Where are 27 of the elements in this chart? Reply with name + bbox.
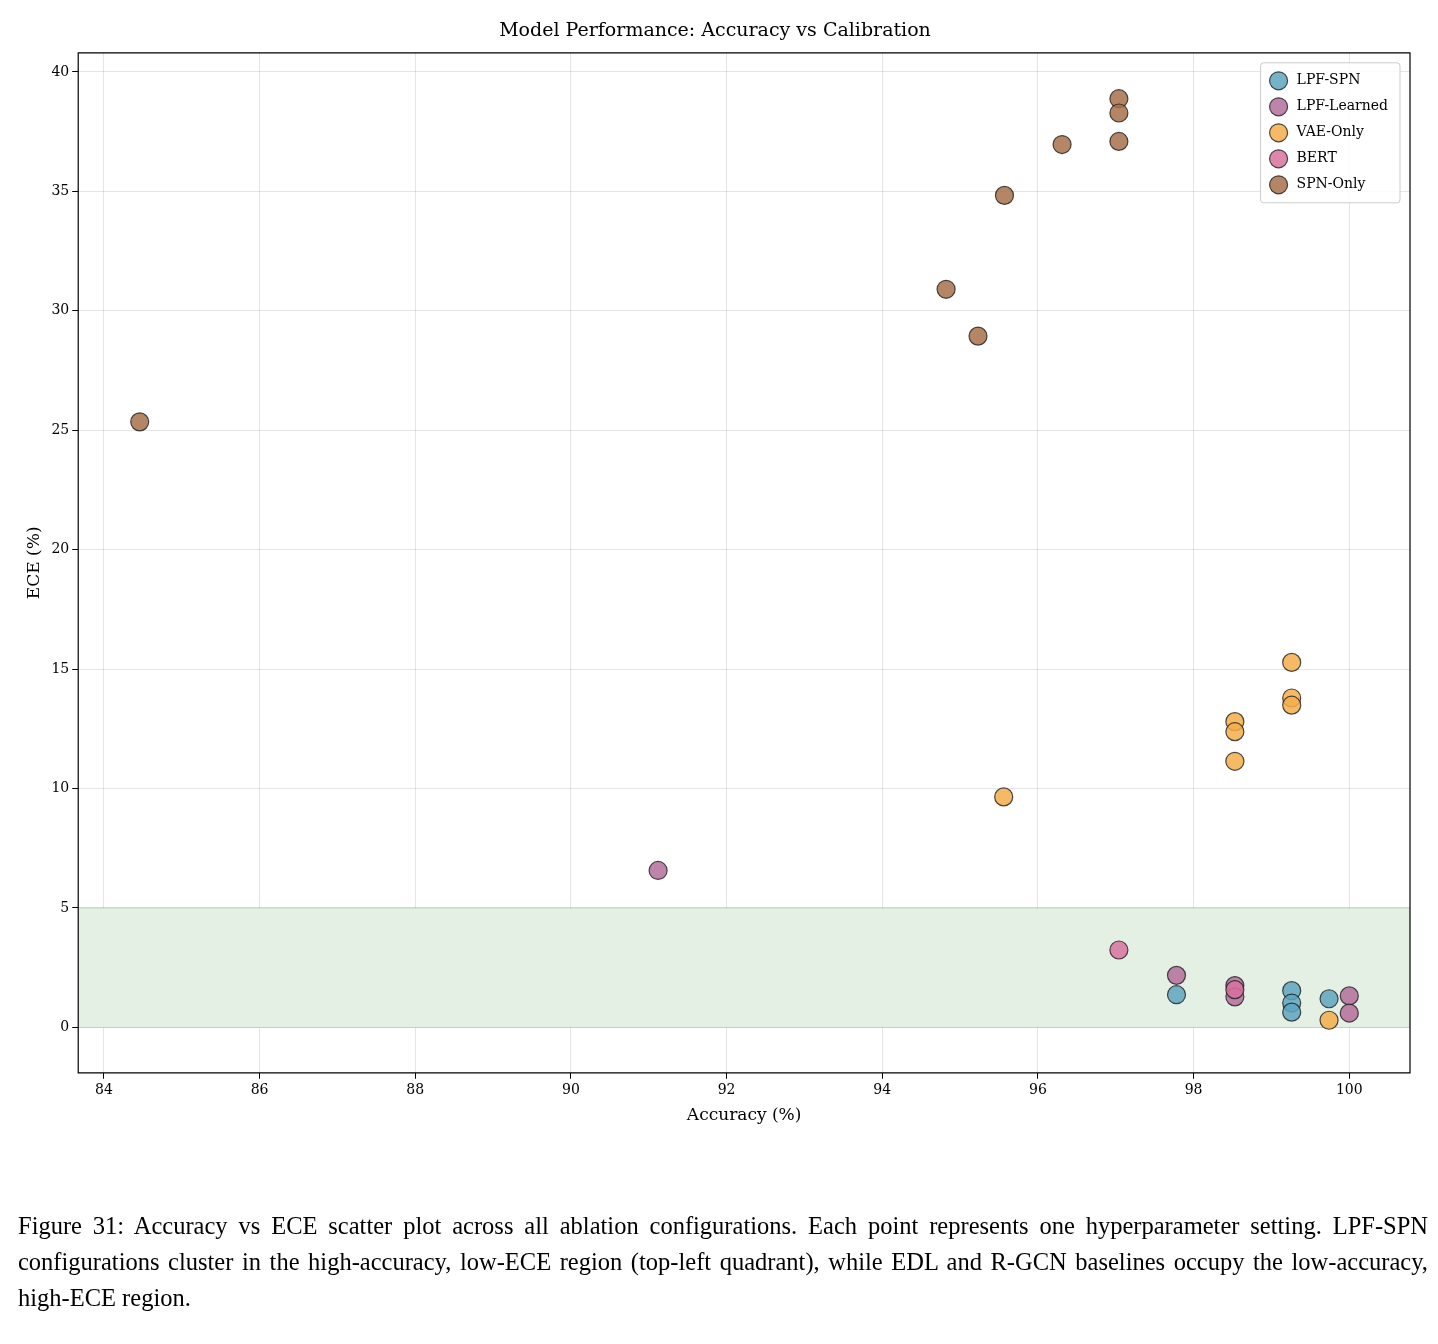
y-tick-label: 30 (51, 301, 70, 318)
y-tick-label: 35 (51, 181, 70, 198)
x-tick-label: 96 (1029, 1080, 1047, 1097)
x-tick-label: 84 (94, 1080, 113, 1097)
chart-title: Model Performance: Accuracy vs Calibration (499, 18, 931, 41)
y-axis-title: ECE (%) (22, 526, 43, 600)
x-tick-label: 92 (717, 1080, 736, 1097)
x-tick-label: 98 (1184, 1080, 1203, 1097)
y-tick-label: 20 (51, 540, 70, 557)
y-tick-label: 0 (60, 1018, 70, 1035)
legend-label: SPN-Only (1296, 175, 1366, 192)
x-tick-label: 100 (1335, 1080, 1363, 1097)
x-tick-label: 86 (250, 1080, 269, 1097)
x-tick-label: 94 (873, 1080, 892, 1097)
x-axis-title: Accuracy (%) (685, 1104, 802, 1125)
y-tick-label: 10 (51, 779, 70, 796)
y-tick-label: 25 (51, 420, 70, 437)
y-tick-label: 15 (51, 659, 70, 676)
y-tick-label: 40 (51, 62, 70, 79)
legend-label: VAE-Only (1295, 123, 1365, 140)
legend-label: LPF-Learned (1296, 97, 1389, 114)
x-tick-label: 88 (406, 1080, 425, 1097)
caption: Figure 31: Accuracy vs ECE scatter plot across all ablation configurations. Each point represents one hyperparameter setting. LPF-SPN configurations cluster in the high-accuracy, low-ECE region (top-left quadrant), while EDL and R-GCN baselines occupy the low-accuracy, high-ECE region. (18, 1211, 1428, 1313)
x-tick-label: 90 (562, 1080, 580, 1097)
legend-label: LPF-SPN (1296, 71, 1361, 88)
y-tick-label: 5 (60, 898, 70, 915)
legend-label: BERT (1296, 149, 1338, 166)
